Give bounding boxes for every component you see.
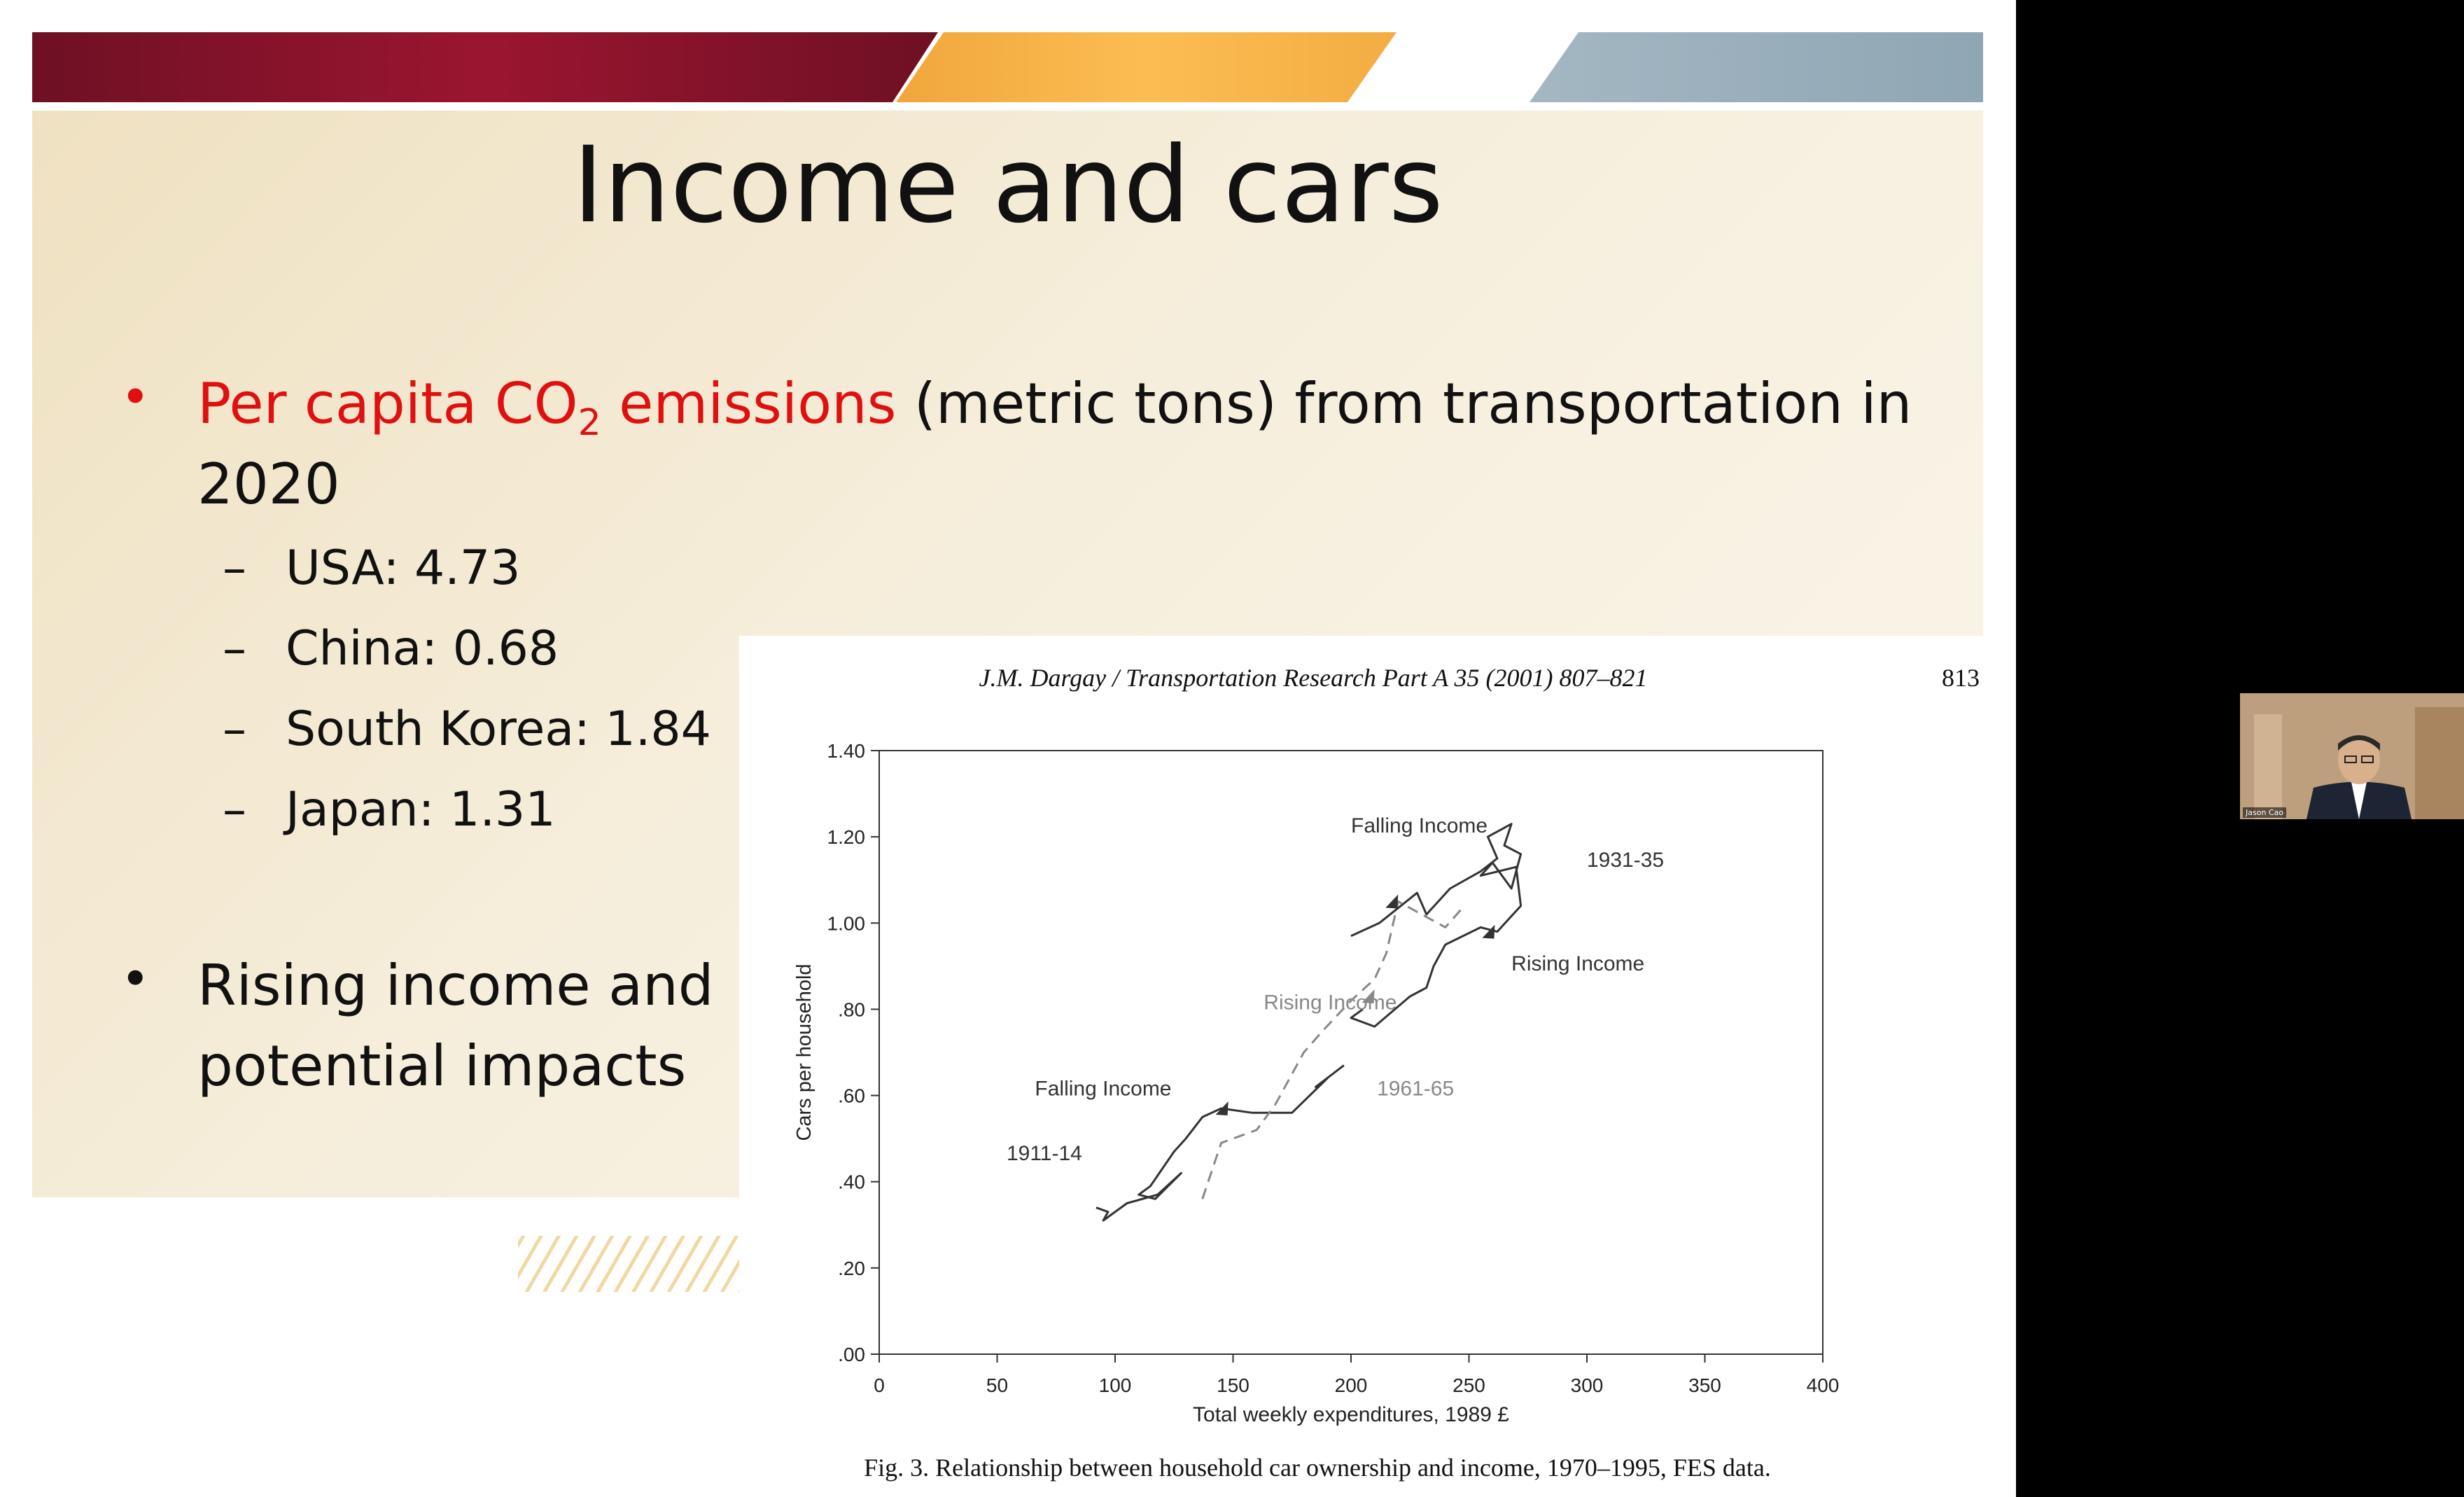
direction-arrow — [1215, 1101, 1228, 1116]
chart-annotation: Rising Income — [1511, 952, 1644, 975]
figure-caption: Fig. 3. Relationship between household c… — [864, 1454, 1771, 1482]
y-tick-label: 1.40 — [827, 740, 866, 762]
x-tick-label: 350 — [1688, 1374, 1721, 1396]
banner-stripe-maroon — [32, 32, 938, 102]
participant-name: Jason Cao — [2243, 807, 2287, 818]
sub-item: – China: 0.68 — [223, 621, 559, 676]
x-tick-label: 200 — [1335, 1374, 1368, 1396]
x-axis-label: Total weekly expenditures, 1989 £ — [1193, 1403, 1509, 1426]
x-tick-label: 0 — [874, 1374, 885, 1396]
sub-item: – Japan: 1.31 — [223, 782, 556, 837]
sub-item: – South Korea: 1.84 — [223, 702, 711, 757]
x-tick-label: 250 — [1452, 1374, 1485, 1396]
plot-frame — [878, 750, 1823, 1355]
bullet-1-highlight: Per capita CO — [197, 371, 578, 436]
direction-arrow — [1385, 894, 1399, 909]
paper-page-number: 813 — [1942, 664, 1980, 692]
presentation-slide: Income and cars • Per capita CO2 emissio… — [0, 0, 2016, 1497]
bullet-dot: • — [120, 949, 150, 1008]
x-tick-label: 50 — [986, 1374, 1008, 1396]
series-line — [1096, 1064, 1345, 1222]
banner-stripe-blue — [1530, 32, 1983, 102]
chart-annotation: Falling Income — [1035, 1078, 1171, 1101]
y-tick-label: 1.20 — [827, 826, 866, 848]
bullet-1-line-1: Per capita CO2 emissions (metric tons) f… — [197, 363, 1912, 464]
slide-banner — [32, 32, 1983, 102]
bullet-dot: • — [120, 368, 150, 426]
series-line — [1350, 823, 1522, 1028]
bullet-1-highlight-end: emissions — [601, 371, 897, 436]
bullet-1-rest: (metric tons) from transportation in — [896, 371, 1912, 436]
x-tick-label: 150 — [1217, 1374, 1250, 1396]
paper-figure-excerpt: J.M. Dargay / Transportation Research Pa… — [739, 636, 2016, 1497]
chart-annotation: 1911-14 — [1007, 1142, 1082, 1165]
participant-video-feed — [2240, 693, 2464, 819]
y-tick-label: .00 — [838, 1344, 865, 1365]
chart: J.M. Dargay / Transportation Research Pa… — [793, 664, 1980, 1482]
bullet-2-line-1: Rising income and — [197, 953, 714, 1018]
decorative-hatch — [518, 1236, 742, 1292]
y-tick-label: .60 — [838, 1085, 865, 1107]
bullet-2-line-2: potential impacts — [197, 1033, 687, 1099]
banner-stripe-gold — [896, 32, 1396, 102]
x-tick-label: 100 — [1099, 1374, 1132, 1396]
slide-title: Income and cars — [573, 125, 1443, 246]
chart-annotation: 1931-35 — [1587, 849, 1664, 872]
bullet-1-subscript: 2 — [578, 402, 601, 444]
y-tick-label: .80 — [838, 998, 865, 1020]
participant-video[interactable]: Jason Cao — [2240, 693, 2464, 819]
chart-annotation: Rising Income — [1264, 991, 1396, 1014]
paper-header: J.M. Dargay / Transportation Research Pa… — [979, 664, 1648, 692]
chart-annotation: 1961-65 — [1377, 1078, 1454, 1101]
x-tick-label: 300 — [1571, 1374, 1604, 1396]
sub-item: – USA: 4.73 — [223, 541, 521, 596]
y-tick-label: .20 — [838, 1258, 865, 1279]
direction-arrow — [1362, 989, 1375, 1003]
x-tick-label: 400 — [1807, 1374, 1840, 1396]
chart-annotation: Falling Income — [1351, 814, 1488, 837]
y-axis-label: Cars per household — [793, 963, 816, 1141]
y-tick-label: 1.00 — [827, 912, 866, 934]
bullet-1-line-2: 2020 — [197, 452, 340, 517]
y-tick-label: .40 — [838, 1171, 865, 1193]
series-line — [1201, 900, 1465, 1199]
direction-arrow — [1482, 924, 1495, 939]
